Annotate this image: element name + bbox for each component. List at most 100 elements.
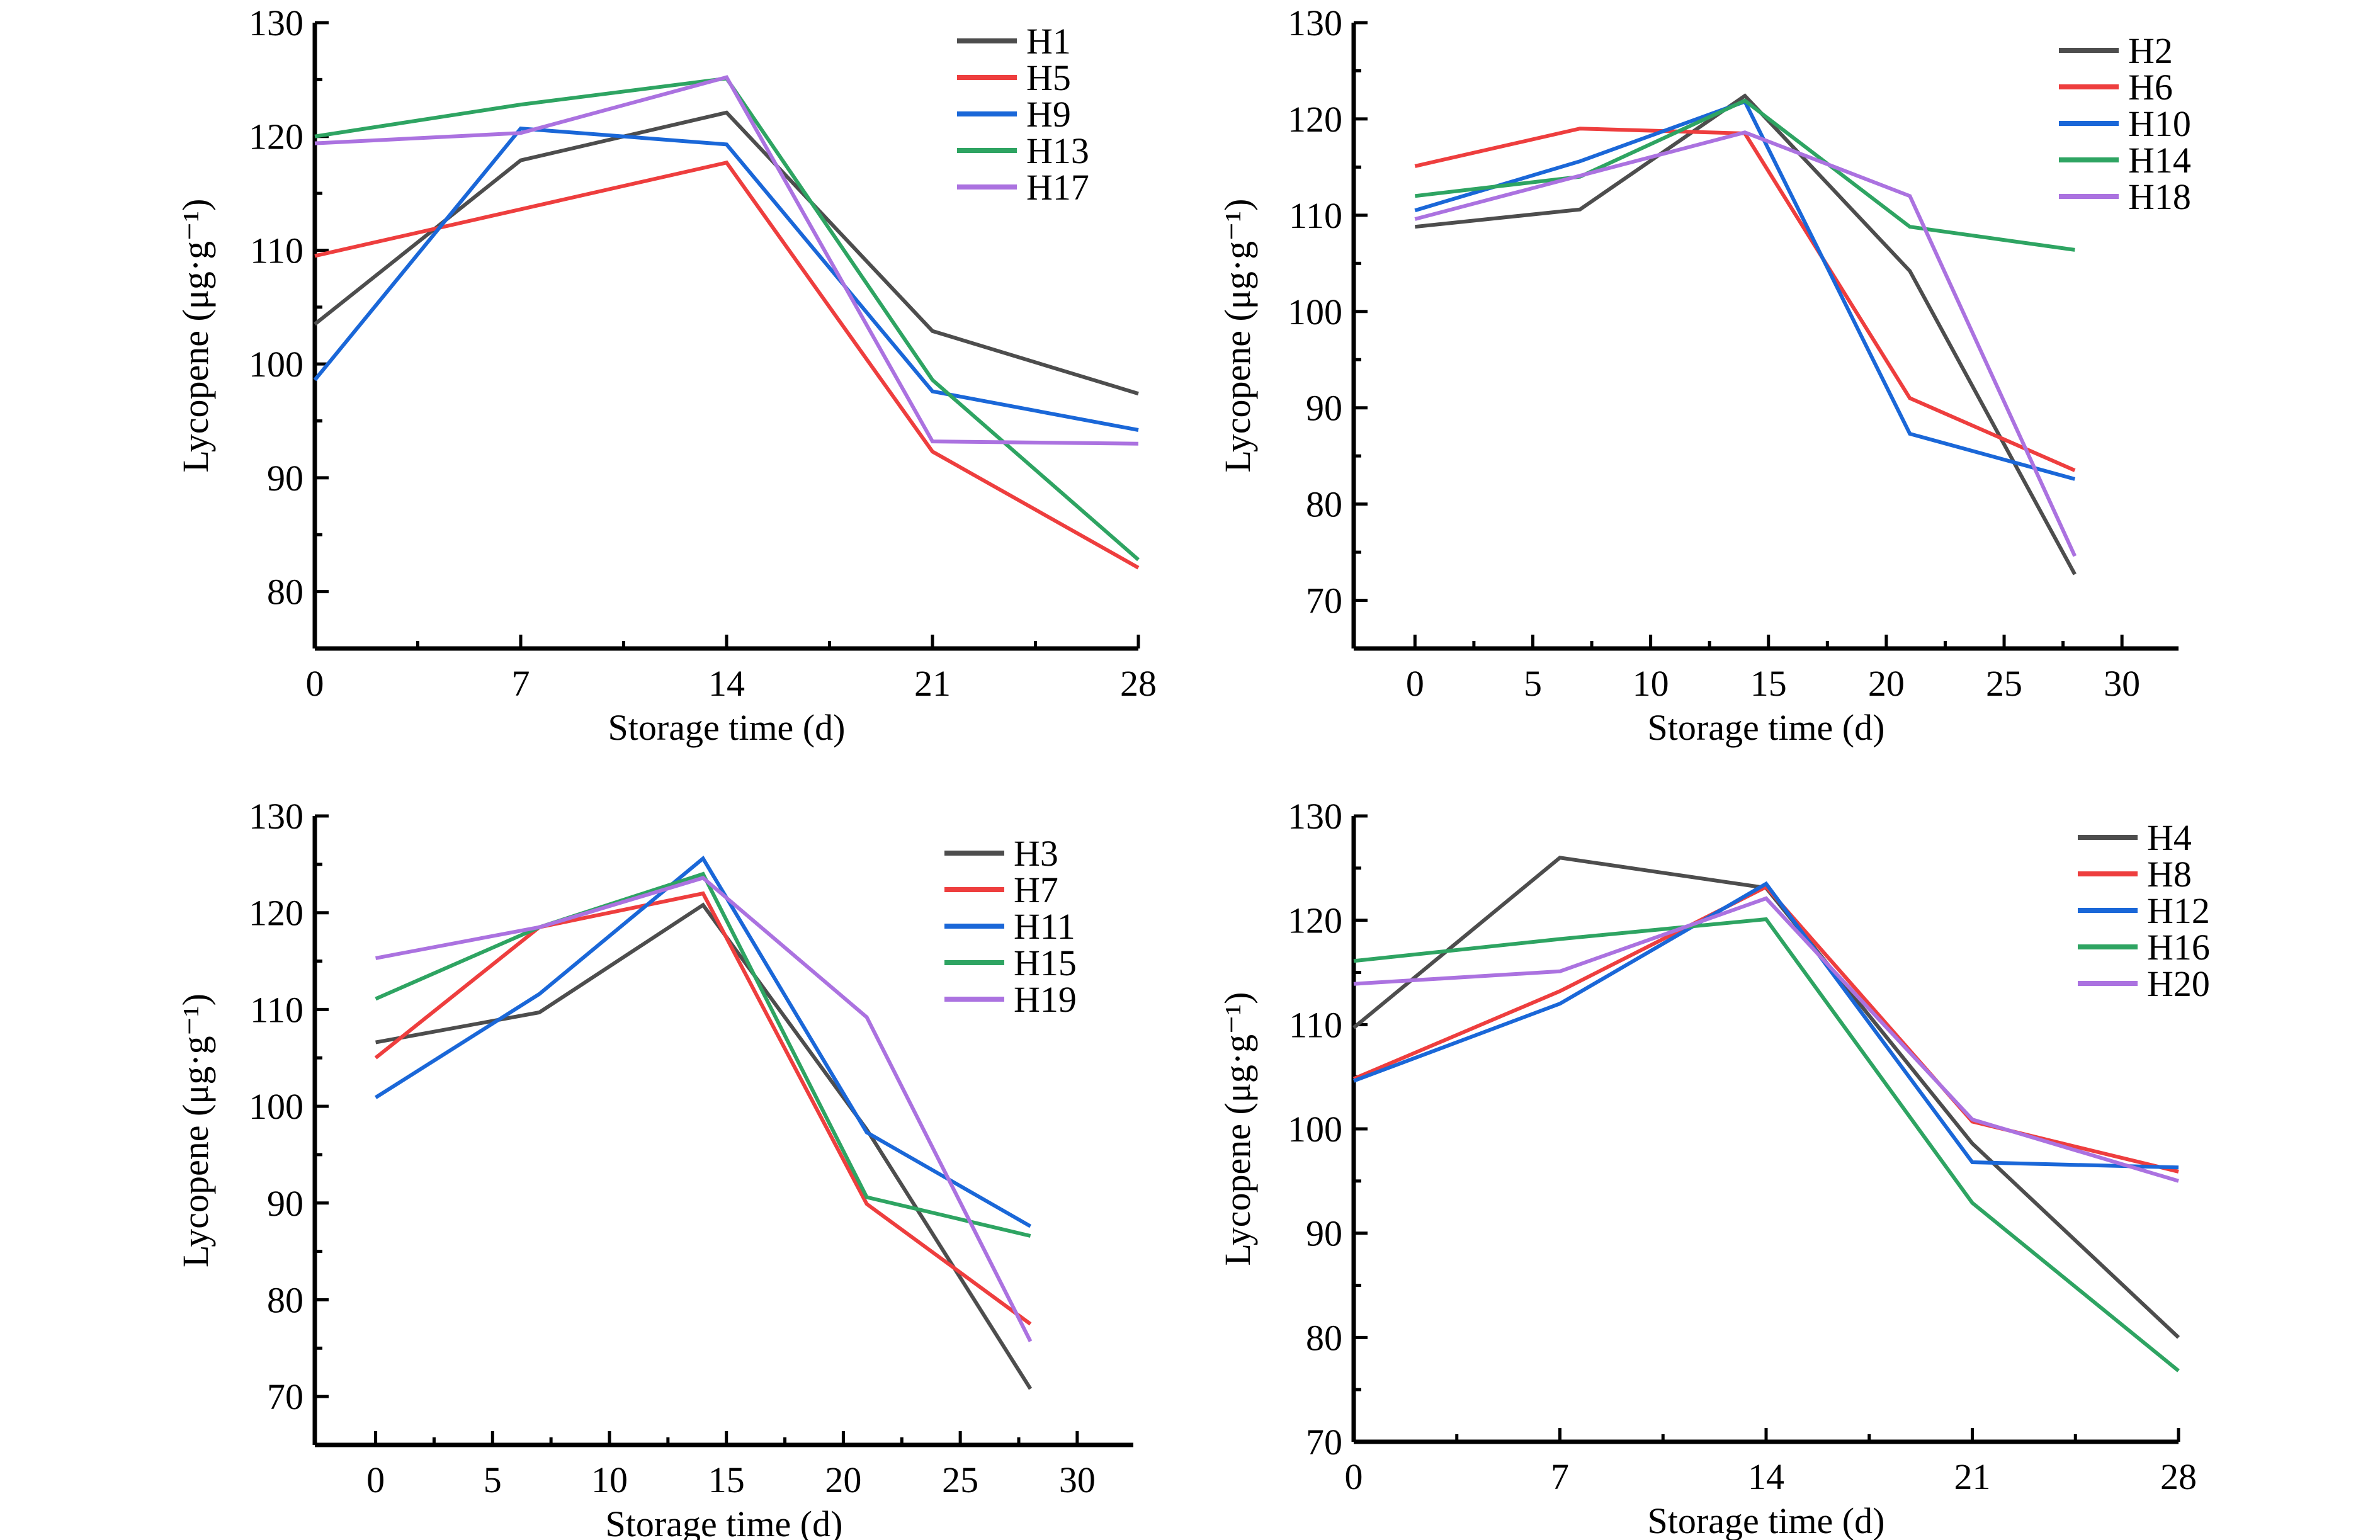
y-tick-label: 90 bbox=[1306, 388, 1342, 429]
legend-label-h12: H12 bbox=[2147, 890, 2210, 931]
y-tick-label: 120 bbox=[1288, 900, 1342, 941]
series-line-h7 bbox=[374, 891, 1032, 1326]
y-tick-label: 120 bbox=[249, 893, 303, 934]
legend-label-h2: H2 bbox=[2128, 30, 2173, 71]
series-line-h16 bbox=[1353, 917, 2180, 1373]
x-tick-label: 10 bbox=[1633, 663, 1669, 704]
x-axis-title: Storage time (d) bbox=[1648, 1500, 1885, 1540]
legend-label-h8: H8 bbox=[2147, 854, 2192, 895]
x-axis-title: Storage time (d) bbox=[608, 707, 846, 748]
series-line-h3 bbox=[375, 902, 1033, 1390]
y-tick-label: 100 bbox=[1288, 292, 1342, 332]
x-tick-label: 5 bbox=[1524, 663, 1542, 704]
series-line-h10 bbox=[1414, 99, 2076, 481]
y-tick-label: 90 bbox=[267, 1183, 303, 1224]
x-tick-label: 0 bbox=[366, 1459, 385, 1500]
legend-label-h11: H11 bbox=[1014, 906, 1075, 947]
y-tick-label: 100 bbox=[249, 344, 303, 385]
x-tick-label: 0 bbox=[1406, 663, 1424, 704]
y-tick-label: 110 bbox=[1289, 1004, 1342, 1045]
x-tick-label: 20 bbox=[825, 1459, 861, 1500]
y-axis-title: Lycopene (μg·g⁻¹) bbox=[175, 199, 216, 473]
x-tick-label: 30 bbox=[1059, 1459, 1096, 1500]
y-tick-label: 90 bbox=[1306, 1213, 1342, 1254]
x-tick-label: 21 bbox=[1954, 1456, 1991, 1497]
chart-panel-top-right: 70 80 90 100 110 120 130 0 5 10 15 20 25 30 Storage ti… bbox=[1217, 3, 2191, 748]
y-tick-label: 70 bbox=[1306, 1422, 1342, 1463]
legend-label-h14: H14 bbox=[2128, 140, 2191, 181]
y-tick-label: 110 bbox=[250, 230, 303, 271]
series-line-h20 bbox=[1353, 896, 2179, 1183]
y-tick-label: 110 bbox=[250, 989, 303, 1030]
series-line-h19 bbox=[375, 876, 1033, 1342]
legend-label-h19: H19 bbox=[1014, 979, 1077, 1020]
y-tick-label: 110 bbox=[1289, 195, 1342, 236]
legend-label-h3: H3 bbox=[1014, 833, 1058, 874]
y-tick-label: 130 bbox=[249, 796, 303, 837]
y-tick-label: 130 bbox=[1288, 3, 1342, 43]
legend-label-h18: H18 bbox=[2128, 176, 2191, 217]
y-axis-title: Lycopene (μg·g⁻¹) bbox=[175, 994, 216, 1267]
legend-label-h20: H20 bbox=[2147, 963, 2210, 1004]
series-line-h8 bbox=[1352, 884, 2179, 1174]
chart-panel-bottom-right: 70 80 90 100 110 120 130 0 7 14 21 28 Storage time (… bbox=[1217, 796, 2210, 1540]
x-tick-label: 21 bbox=[914, 663, 951, 704]
x-tick-label: 14 bbox=[1748, 1456, 1784, 1497]
y-tick-label: 120 bbox=[1288, 99, 1342, 140]
y-tick-label: 120 bbox=[249, 116, 303, 157]
y-tick-label: 130 bbox=[249, 3, 303, 43]
legend-label-h7: H7 bbox=[1014, 869, 1058, 910]
x-tick-label: 15 bbox=[1750, 663, 1787, 704]
x-tick-label: 28 bbox=[1120, 663, 1157, 704]
x-tick-label: 25 bbox=[942, 1459, 978, 1500]
x-tick-label: 14 bbox=[708, 663, 745, 704]
legend-label-h6: H6 bbox=[2128, 67, 2173, 108]
legend-label-h1: H1 bbox=[1026, 21, 1071, 62]
legend-label-h10: H10 bbox=[2128, 103, 2191, 144]
y-tick-label: 80 bbox=[267, 1279, 303, 1320]
y-tick-label: 80 bbox=[1306, 484, 1342, 525]
series-line-h11 bbox=[374, 856, 1032, 1228]
x-tick-label: 28 bbox=[2160, 1456, 2197, 1497]
x-tick-label: 10 bbox=[591, 1459, 628, 1500]
legend-label-h16: H16 bbox=[2147, 927, 2210, 968]
y-tick-label: 100 bbox=[1288, 1109, 1342, 1150]
y-axis-title: Lycopene (μg·g⁻¹) bbox=[1217, 199, 1258, 473]
series-line-h9 bbox=[313, 126, 1139, 432]
x-tick-label: 20 bbox=[1868, 663, 1905, 704]
series-line-h15 bbox=[375, 871, 1031, 1238]
chart-panel-bottom-left: 70 80 90 100 110 120 130 0 5 10 15 20 25 30 Storage ti… bbox=[175, 796, 1133, 1540]
x-axis-title: Storage time (d) bbox=[1648, 707, 1885, 748]
legend-label-h9: H9 bbox=[1026, 94, 1071, 135]
x-tick-label: 7 bbox=[1551, 1456, 1569, 1497]
chart-panel-top-left: 80 90 100 110 120 130 0 7 14 21 28 Storage time (d)… bbox=[175, 3, 1157, 748]
y-tick-label: 100 bbox=[249, 1086, 303, 1127]
y-tick-label: 70 bbox=[267, 1376, 303, 1417]
series-line-h4 bbox=[1352, 856, 2180, 1339]
x-axis-title: Storage time (d) bbox=[606, 1503, 843, 1540]
series-line-h2 bbox=[1414, 93, 2077, 575]
x-tick-label: 0 bbox=[1345, 1456, 1363, 1497]
y-tick-label: 130 bbox=[1288, 796, 1342, 837]
series-line-h5 bbox=[314, 160, 1140, 570]
y-tick-label: 70 bbox=[1306, 580, 1342, 621]
x-tick-label: 0 bbox=[306, 663, 324, 704]
y-tick-label: 80 bbox=[1306, 1317, 1342, 1358]
legend-label-h15: H15 bbox=[1014, 943, 1077, 983]
legend-label-h4: H4 bbox=[2147, 817, 2192, 858]
x-tick-label: 30 bbox=[2104, 663, 2140, 704]
legend-label-h17: H17 bbox=[1026, 167, 1089, 208]
x-tick-label: 25 bbox=[1986, 663, 2022, 704]
series-line-h1 bbox=[314, 110, 1139, 396]
x-tick-label: 5 bbox=[484, 1459, 502, 1500]
legend-label-h13: H13 bbox=[1026, 130, 1089, 171]
y-tick-label: 90 bbox=[267, 458, 303, 499]
series-line-h18 bbox=[1414, 130, 2077, 557]
x-tick-label: 7 bbox=[512, 663, 530, 704]
series-line-h17 bbox=[314, 75, 1139, 446]
